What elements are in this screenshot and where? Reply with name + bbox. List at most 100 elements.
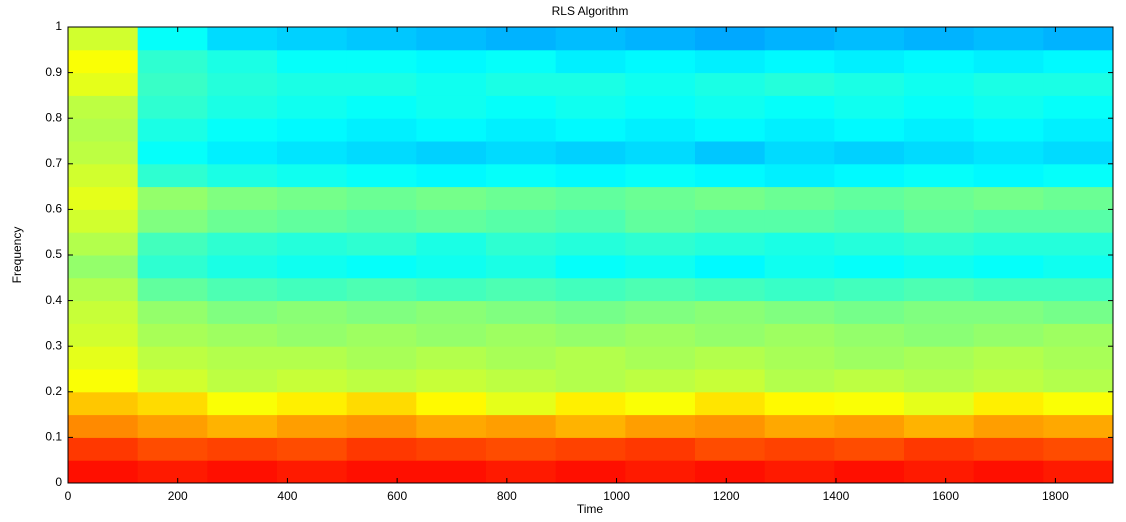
heat-cell [416, 95, 487, 119]
heat-cell [555, 49, 626, 74]
heat-cell [973, 163, 1044, 188]
heat-cell [973, 346, 1044, 370]
heat-cell [207, 141, 278, 165]
heat-cell [695, 186, 766, 210]
heat-cell [416, 323, 487, 347]
heat-cell [68, 346, 139, 370]
heat-cell [207, 232, 278, 256]
heat-cell [904, 346, 975, 370]
heat-cell [555, 346, 626, 370]
heat-cell [695, 209, 766, 233]
heat-cell [137, 369, 208, 393]
heat-cell [555, 323, 626, 347]
x-tick-label: 1400 [823, 489, 850, 503]
heat-cell [346, 186, 417, 210]
heat-cell [555, 277, 626, 302]
heat-cell [137, 186, 208, 210]
heat-cell [137, 414, 208, 438]
heat-cell [68, 277, 139, 302]
heat-cell [1043, 232, 1114, 256]
heat-cell [973, 186, 1044, 210]
heat-cell [764, 163, 835, 188]
heat-cell [695, 323, 766, 347]
heat-cell [973, 49, 1044, 74]
heat-cell [834, 232, 905, 256]
y-tick-label: 0 [55, 475, 62, 489]
heat-cell [137, 209, 208, 233]
heat-cell [555, 414, 626, 438]
heat-cell [555, 72, 626, 96]
heat-cell [834, 300, 905, 324]
heat-cell [904, 49, 975, 74]
heat-cell [277, 391, 348, 416]
heat-cell [137, 460, 208, 484]
heat-cell [486, 118, 557, 142]
heat-cell [904, 209, 975, 233]
heat-cell [973, 460, 1044, 484]
heat-cell [207, 209, 278, 233]
heat-cell [973, 141, 1044, 165]
heat-cell [207, 346, 278, 370]
heat-cell [277, 255, 348, 279]
x-tick-label: 0 [65, 489, 72, 503]
x-tick-label: 400 [277, 489, 297, 503]
heat-cell [1043, 118, 1114, 142]
heat-cell [834, 414, 905, 438]
heat-cell [904, 27, 975, 51]
heat-cell [625, 437, 696, 461]
heat-cell [68, 323, 139, 347]
heat-cell [834, 186, 905, 210]
heat-cell [764, 49, 835, 74]
heat-cell [68, 255, 139, 279]
heat-cell [625, 300, 696, 324]
heat-cell [764, 391, 835, 416]
heat-cell [695, 460, 766, 484]
heat-cell [137, 323, 208, 347]
heat-cell [137, 391, 208, 416]
heat-cell [1043, 27, 1114, 51]
heat-cell [346, 209, 417, 233]
heat-cell [625, 323, 696, 347]
heat-cell [416, 186, 487, 210]
x-axis-label: Time [577, 502, 604, 516]
heat-cell [207, 369, 278, 393]
heat-cell [137, 49, 208, 74]
heat-cell [973, 300, 1044, 324]
heat-cell [486, 255, 557, 279]
heat-cell [834, 141, 905, 165]
heat-cell [695, 49, 766, 74]
heat-cell [904, 255, 975, 279]
heat-cell [904, 72, 975, 96]
heat-cell [764, 369, 835, 393]
heat-cell [486, 186, 557, 210]
heat-cell [555, 437, 626, 461]
heat-cell [1043, 323, 1114, 347]
heat-cell [277, 232, 348, 256]
heat-cell [625, 95, 696, 119]
heat-cell [416, 277, 487, 302]
heat-cell [137, 95, 208, 119]
heat-cell [625, 346, 696, 370]
heat-cell [416, 163, 487, 188]
heat-cell [137, 232, 208, 256]
x-tick-label: 800 [497, 489, 517, 503]
heat-cell [207, 437, 278, 461]
heat-cell [764, 141, 835, 165]
heat-cell [904, 460, 975, 484]
heat-cell [625, 460, 696, 484]
heat-cell [555, 460, 626, 484]
heat-cell [416, 391, 487, 416]
heat-cell [277, 27, 348, 51]
heat-cell [973, 255, 1044, 279]
heat-cell [486, 437, 557, 461]
heat-cell [137, 300, 208, 324]
heat-cell [904, 300, 975, 324]
heat-cell [973, 95, 1044, 119]
heat-cell [555, 300, 626, 324]
heat-cell [625, 255, 696, 279]
heat-cell [625, 391, 696, 416]
heat-cell [1043, 391, 1114, 416]
x-tick-label: 1800 [1042, 489, 1069, 503]
heat-cell [486, 72, 557, 96]
heat-cell [346, 95, 417, 119]
